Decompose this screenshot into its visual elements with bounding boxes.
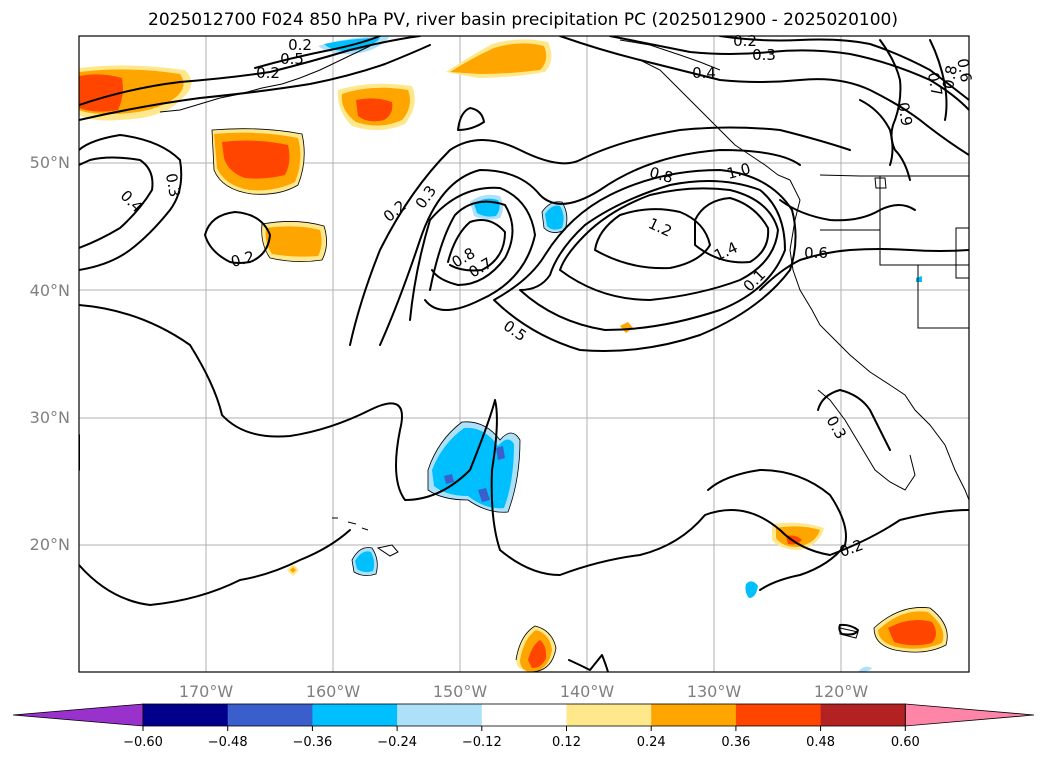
colorbar-tick-label: −0.24 bbox=[377, 735, 417, 750]
colorbar bbox=[12, 703, 1035, 727]
lon-tick-label: 170°W bbox=[179, 682, 234, 701]
colorbar-outline bbox=[142, 703, 906, 727]
contour-label: 1.0 bbox=[725, 159, 753, 183]
contour-label: 0.9 bbox=[894, 101, 916, 128]
colorbar-tick-label: 0.48 bbox=[806, 735, 835, 750]
lat-ticks: 50°N 40°N 30°N 20°N bbox=[30, 153, 70, 554]
colorbar-segment bbox=[143, 704, 229, 726]
colorbar-tick-label: 0.60 bbox=[891, 735, 920, 750]
map-area bbox=[79, 36, 969, 672]
contour-label: 0.3 bbox=[752, 46, 776, 64]
lat-tick-label: 30°N bbox=[30, 408, 70, 427]
lon-tick-label: 150°W bbox=[433, 682, 488, 701]
figure-title: 2025012700 F024 850 hPa PV, river basin … bbox=[148, 10, 898, 30]
lon-tick-label: 120°W bbox=[814, 682, 869, 701]
colorbar-segment bbox=[227, 704, 313, 726]
lon-ticks: 170°W 160°W 150°W 140°W 130°W 120°W bbox=[179, 682, 869, 701]
contour-label: 0.6 bbox=[953, 57, 975, 84]
colorbar-segment bbox=[566, 704, 652, 726]
contour-label: 0.8 bbox=[939, 64, 961, 91]
colorbar-tick-label: 0.12 bbox=[552, 735, 581, 750]
precip-outlines bbox=[211, 128, 948, 672]
colorbar-extend-min bbox=[12, 703, 144, 727]
colorbar-segment bbox=[312, 704, 398, 726]
coastlines bbox=[159, 39, 969, 639]
colorbar-segment bbox=[651, 704, 737, 726]
contour-label: 0.8 bbox=[647, 163, 675, 187]
contour-label: 0.2 bbox=[229, 247, 257, 271]
colorbar-tick-label: −0.48 bbox=[208, 735, 248, 750]
contour-label: 0.2 bbox=[288, 36, 312, 54]
lon-tick-label: 160°W bbox=[306, 682, 361, 701]
contour-label: 0.3 bbox=[162, 172, 184, 199]
lat-tick-label: 40°N bbox=[30, 281, 70, 300]
colorbar-tick-label: 0.24 bbox=[637, 735, 666, 750]
colorbar-extend-max bbox=[904, 703, 1035, 727]
colorbar-tick-label: −0.60 bbox=[123, 735, 163, 750]
contour-label: 0.4 bbox=[692, 64, 716, 82]
contour-label: 0.6 bbox=[804, 244, 828, 262]
pv-contours bbox=[79, 36, 969, 672]
contour-label: 0.7 bbox=[924, 71, 946, 98]
lat-tick-label: 50°N bbox=[30, 153, 70, 172]
colorbar-segment bbox=[481, 704, 567, 726]
lat-tick-label: 20°N bbox=[30, 535, 70, 554]
colorbar-segment bbox=[820, 704, 906, 726]
colorbar-ticks: −0.60 −0.48 −0.36 −0.24 −0.12 0.12 0.24 0.36 0.4… bbox=[123, 726, 920, 750]
colorbar-segment bbox=[397, 704, 483, 726]
map-frame bbox=[78, 35, 970, 673]
gridlines bbox=[79, 36, 969, 672]
lon-tick-label: 140°W bbox=[560, 682, 615, 701]
colorbar-segment bbox=[735, 704, 822, 726]
colorbar-tick-label: 0.36 bbox=[721, 735, 750, 750]
colorbar-tick-label: −0.12 bbox=[462, 735, 502, 750]
contour-label: 0.5 bbox=[280, 50, 304, 68]
precip-positive-region bbox=[79, 39, 948, 672]
contour-label: 0.2 bbox=[733, 32, 757, 50]
colorbar-tick-label: −0.36 bbox=[292, 735, 332, 750]
contour-label: 0.2 bbox=[256, 64, 280, 82]
lon-tick-label: 130°W bbox=[687, 682, 742, 701]
